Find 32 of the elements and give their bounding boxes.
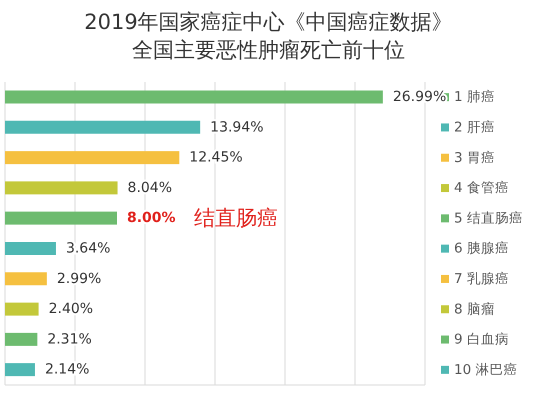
y-tick-label: 6 胰腺癌	[454, 240, 509, 257]
bar	[5, 151, 180, 164]
data-label: 3.64%	[66, 240, 110, 256]
chart-title: 2019年国家癌症中心《中国癌症数据》	[83, 9, 454, 36]
bar	[5, 120, 200, 134]
data-label: 2.99%	[56, 270, 102, 287]
data-label: 2.31%	[47, 331, 92, 348]
bar	[5, 90, 383, 104]
y-tick-label: 1 肺癌	[454, 89, 495, 106]
y-tick-label: 5 结直肠癌	[454, 210, 523, 226]
bar	[5, 302, 39, 316]
data-label: 13.94%	[210, 119, 264, 136]
data-label: 12.45%	[189, 150, 243, 166]
bar	[5, 242, 56, 255]
y-tick-label: 3 胃癌	[454, 150, 495, 166]
annotation: 结直肠癌	[194, 206, 278, 230]
bar	[5, 332, 38, 346]
y-tick-label: 9 白血病	[454, 332, 509, 348]
bar	[5, 212, 117, 225]
data-label: 8.04%	[128, 180, 172, 196]
bar	[5, 272, 47, 286]
chart-subtitle: 全国主要恶性肿瘤死亡前十位	[131, 37, 406, 64]
data-label: 8.00%	[127, 210, 176, 226]
data-label: 2.40%	[48, 301, 94, 318]
bar	[5, 363, 35, 376]
bar	[5, 181, 118, 194]
y-tick-label: 8 脑瘤	[454, 301, 495, 318]
y-tick-label: 7 乳腺癌	[454, 270, 509, 287]
y-tick-label: 10 淋巴癌	[454, 362, 518, 378]
data-label: 2.14%	[44, 362, 90, 378]
y-tick-label: 4 食管癌	[454, 180, 509, 196]
y-tick-label: 2 肝癌	[454, 119, 495, 136]
